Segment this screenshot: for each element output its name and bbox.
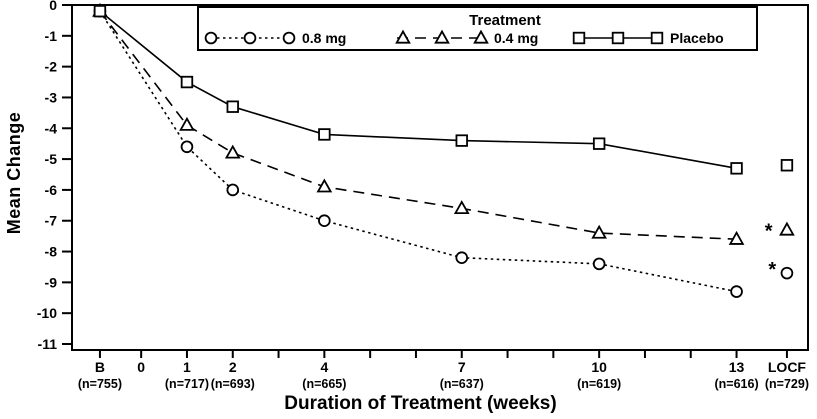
significance-asterisk: * bbox=[768, 259, 776, 281]
sample-size-label: (n=755) bbox=[78, 377, 122, 391]
x-tick-label: 13 bbox=[729, 359, 745, 375]
y-tick-label: -11 bbox=[38, 336, 58, 352]
circle-marker bbox=[282, 31, 296, 45]
x-tick-label: LOCF bbox=[768, 359, 807, 375]
sample-size-label: (n=693) bbox=[211, 377, 255, 391]
y-tick-label: -8 bbox=[45, 244, 58, 260]
circle-marker bbox=[592, 257, 606, 271]
y-tick-label: -3 bbox=[45, 89, 58, 105]
legend-entry: Placebo bbox=[572, 30, 724, 46]
x-tick-label: 4 bbox=[320, 359, 328, 375]
y-axis-title: Mean Change bbox=[4, 111, 24, 235]
series-placebo bbox=[93, 4, 794, 175]
significance-asterisk: * bbox=[765, 220, 773, 242]
x-tick-label: 1 bbox=[183, 359, 191, 375]
triangle-marker bbox=[473, 29, 489, 44]
sample-size-label: (n=665) bbox=[302, 377, 346, 391]
circle-marker bbox=[455, 251, 469, 265]
y-tick-label: -6 bbox=[45, 182, 58, 198]
triangle-marker bbox=[179, 116, 195, 131]
triangle-marker bbox=[453, 200, 470, 215]
sample-size-label: (n=616) bbox=[714, 377, 758, 391]
square-marker bbox=[592, 137, 606, 150]
legend: Treatment 0.8 mg 0.4 mg Placebo bbox=[197, 6, 758, 51]
legend-title: Treatment bbox=[469, 12, 541, 29]
y-tick-label: -9 bbox=[45, 274, 58, 290]
sample-size-label: (n=619) bbox=[577, 377, 621, 391]
square-marker bbox=[93, 4, 107, 18]
legend-entry-label: 0.8 mg bbox=[302, 30, 346, 46]
y-tick-label: -4 bbox=[45, 120, 58, 136]
y-tick-label: -2 bbox=[45, 59, 58, 75]
y-tick-label: -7 bbox=[45, 213, 58, 229]
y-tick-label: -5 bbox=[45, 151, 58, 167]
legend-entry-label: 0.4 mg bbox=[494, 30, 538, 46]
square-marker bbox=[318, 128, 331, 141]
sample-size-label: (n=717) bbox=[165, 377, 209, 391]
triangle-marker bbox=[224, 144, 241, 159]
x-axis-title: Duration of Treatment (weeks) bbox=[284, 393, 557, 414]
triangle-marker bbox=[779, 221, 795, 236]
triangle-marker bbox=[316, 178, 333, 193]
circle-marker bbox=[226, 183, 240, 197]
circle-marker bbox=[204, 31, 218, 45]
square-marker bbox=[455, 134, 468, 147]
square-marker bbox=[572, 31, 586, 45]
triangle-marker bbox=[434, 29, 450, 44]
x-tick-label: 0 bbox=[137, 359, 145, 375]
x-tick-label: 2 bbox=[229, 359, 237, 375]
legend-entry: 0.8 mg bbox=[204, 30, 346, 46]
triangle-marker bbox=[591, 224, 607, 239]
circle-marker bbox=[780, 266, 794, 280]
square-marker bbox=[780, 159, 794, 172]
y-tick-label: 0 bbox=[49, 0, 57, 13]
x-tick-label: 10 bbox=[591, 359, 607, 375]
x-tick-label: B bbox=[95, 359, 105, 375]
circle-marker bbox=[730, 285, 743, 298]
plot-frame bbox=[71, 4, 809, 351]
square-marker bbox=[611, 31, 625, 45]
square-marker bbox=[180, 75, 194, 89]
legend-entry-label: Placebo bbox=[670, 30, 724, 46]
x-tick-label: 7 bbox=[458, 359, 466, 375]
triangle-marker bbox=[395, 29, 411, 44]
square-marker bbox=[650, 31, 664, 45]
series-0-4-mg bbox=[92, 2, 795, 245]
circle-marker bbox=[318, 214, 331, 228]
circle-marker bbox=[180, 140, 194, 154]
circle-marker bbox=[243, 31, 257, 45]
square-marker bbox=[226, 100, 239, 113]
sample-size-label: (n=637) bbox=[440, 377, 484, 391]
sample-size-label: (n=729) bbox=[765, 377, 809, 391]
y-tick-label: -10 bbox=[37, 305, 57, 321]
legend-entry: 0.4 mg bbox=[395, 29, 538, 46]
triangle-marker bbox=[728, 230, 745, 245]
y-tick-label: -1 bbox=[45, 28, 58, 44]
square-marker bbox=[730, 162, 743, 175]
